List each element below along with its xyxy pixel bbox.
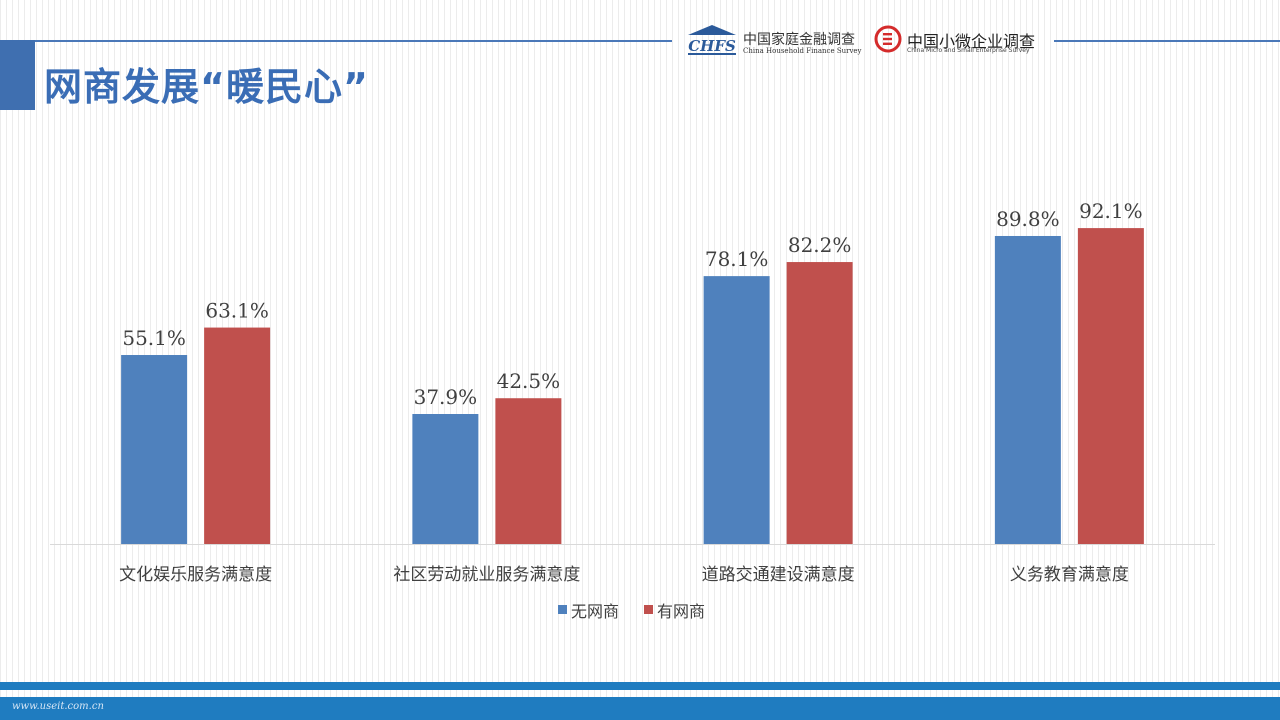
data-label: 82.2% [788, 233, 852, 257]
legend-label: 有网商 [657, 602, 705, 621]
cmes-emblem-icon [874, 25, 902, 53]
cmes-logo-en: China Micro and Small Enterprise Survey [907, 47, 1030, 54]
bar-no-wangshang-4 [994, 235, 1061, 544]
cmes-logo: 中国小微企业调查 China Micro and Small Enterpris… [874, 24, 1054, 60]
chfs-logo: CHFS 中国家庭金融调查 China Household Finance Su… [683, 24, 862, 60]
data-label: 37.9% [414, 385, 478, 409]
bar-no-wangshang-3 [703, 276, 770, 544]
footer-band [0, 697, 1280, 720]
bar-no-wangshang-2 [412, 414, 479, 544]
category-label: 文化娱乐服务满意度 [119, 565, 272, 585]
bar-has-wangshang-4 [1077, 228, 1144, 545]
header-rule-left [0, 40, 672, 42]
data-label: 63.1% [205, 299, 269, 323]
data-label: 55.1% [122, 326, 186, 350]
chfs-logo-en: China Household Finance Survey [743, 47, 862, 55]
chfs-house-icon: CHFS [688, 25, 736, 55]
bar-has-wangshang-1 [204, 327, 271, 544]
chfs-logo-cn: 中国家庭金融调查 [743, 32, 855, 48]
legend-label: 无网商 [571, 602, 619, 621]
cmes-logo-cn: 中国小微企业调查 [907, 32, 1036, 51]
footer-band-top [0, 682, 1280, 690]
title-accent-bar [0, 40, 35, 110]
bar-has-wangshang-2 [495, 398, 562, 544]
legend-swatch [644, 605, 653, 614]
data-label: 92.1% [1079, 199, 1143, 223]
bar-no-wangshang-1 [121, 355, 188, 544]
page-title: 网商发展“暖民心” [44, 65, 369, 109]
category-label: 道路交通建设满意度 [702, 565, 855, 585]
footer-url: www.useit.com.cn [12, 701, 104, 712]
data-label: 89.8% [996, 207, 1060, 231]
data-label: 78.1% [705, 247, 769, 271]
category-label: 义务教育满意度 [1010, 565, 1129, 585]
category-label: 社区劳动就业服务满意度 [393, 565, 580, 585]
header-rule-right [1054, 40, 1280, 42]
legend-swatch [558, 605, 567, 614]
bar-has-wangshang-3 [786, 262, 853, 544]
data-label: 42.5% [497, 369, 561, 393]
chfs-mark-text: CHFS [688, 37, 736, 55]
